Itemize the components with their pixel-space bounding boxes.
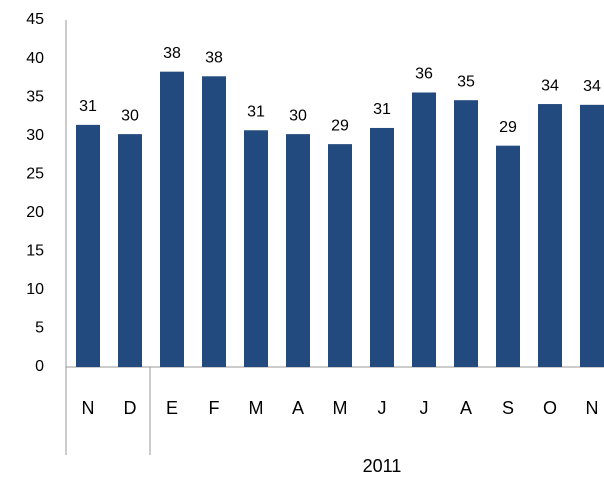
y-tick-label: 20 (26, 204, 44, 221)
bar (76, 124, 100, 367)
x-tick-label: D (124, 398, 137, 418)
data-label: 31 (79, 98, 97, 115)
bar (412, 92, 436, 368)
x-tick-label: E (166, 398, 178, 418)
bar (580, 104, 604, 368)
y-tick-label: 30 (26, 127, 44, 144)
x-tick-label: S (502, 398, 514, 418)
data-label: 35 (457, 73, 475, 90)
bar (118, 134, 142, 367)
data-label: 29 (499, 119, 517, 136)
x-tick-label: J (378, 398, 387, 418)
x-tick-label: A (460, 398, 472, 418)
group-label: 2011 (363, 456, 402, 476)
data-label: 38 (205, 50, 223, 67)
bar (496, 145, 520, 367)
x-tick-label: J (420, 398, 429, 418)
bar (328, 144, 352, 367)
x-tick-label: O (543, 398, 557, 418)
data-label: 36 (415, 66, 433, 83)
x-tick-label: N (82, 398, 95, 418)
x-tick-label: M (249, 398, 264, 418)
bar (244, 130, 268, 367)
x-tick-label: M (333, 398, 348, 418)
data-label: 34 (541, 77, 559, 94)
y-tick-label: 15 (26, 243, 44, 260)
bar (454, 100, 478, 367)
data-label: 38 (163, 45, 181, 62)
bar (286, 134, 310, 367)
bar (538, 104, 562, 367)
data-label: 29 (331, 117, 349, 134)
y-tick-label: 45 (26, 11, 44, 28)
x-tick-label: N (586, 398, 599, 418)
data-label: 31 (247, 103, 265, 120)
bar (370, 127, 394, 367)
y-tick-label: 5 (35, 320, 44, 337)
y-tick-label: 35 (26, 88, 44, 105)
x-tick-label: A (292, 398, 304, 418)
data-label: 34 (583, 78, 601, 95)
data-label: 30 (289, 107, 307, 124)
y-tick-label: 0 (35, 358, 44, 375)
bar (160, 71, 184, 368)
y-tick-label: 25 (26, 165, 44, 182)
x-tick-label: F (209, 398, 220, 418)
bar (202, 76, 226, 368)
data-label: 31 (373, 101, 391, 118)
y-tick-label: 10 (26, 281, 44, 298)
y-tick-label: 40 (26, 50, 44, 67)
data-label: 30 (121, 107, 139, 124)
